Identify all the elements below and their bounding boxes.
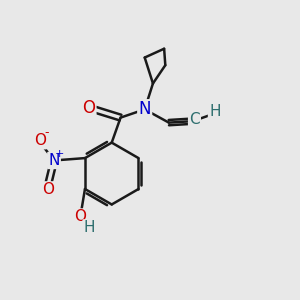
Text: O: O	[42, 182, 54, 197]
Text: H: H	[209, 104, 220, 119]
Text: -: -	[44, 126, 49, 139]
Text: O: O	[82, 99, 95, 117]
Text: +: +	[55, 149, 64, 159]
Text: H: H	[84, 220, 95, 236]
Text: O: O	[34, 133, 46, 148]
Text: C: C	[189, 112, 200, 127]
Text: O: O	[74, 209, 86, 224]
Text: N: N	[139, 100, 151, 118]
Text: N: N	[48, 153, 60, 168]
